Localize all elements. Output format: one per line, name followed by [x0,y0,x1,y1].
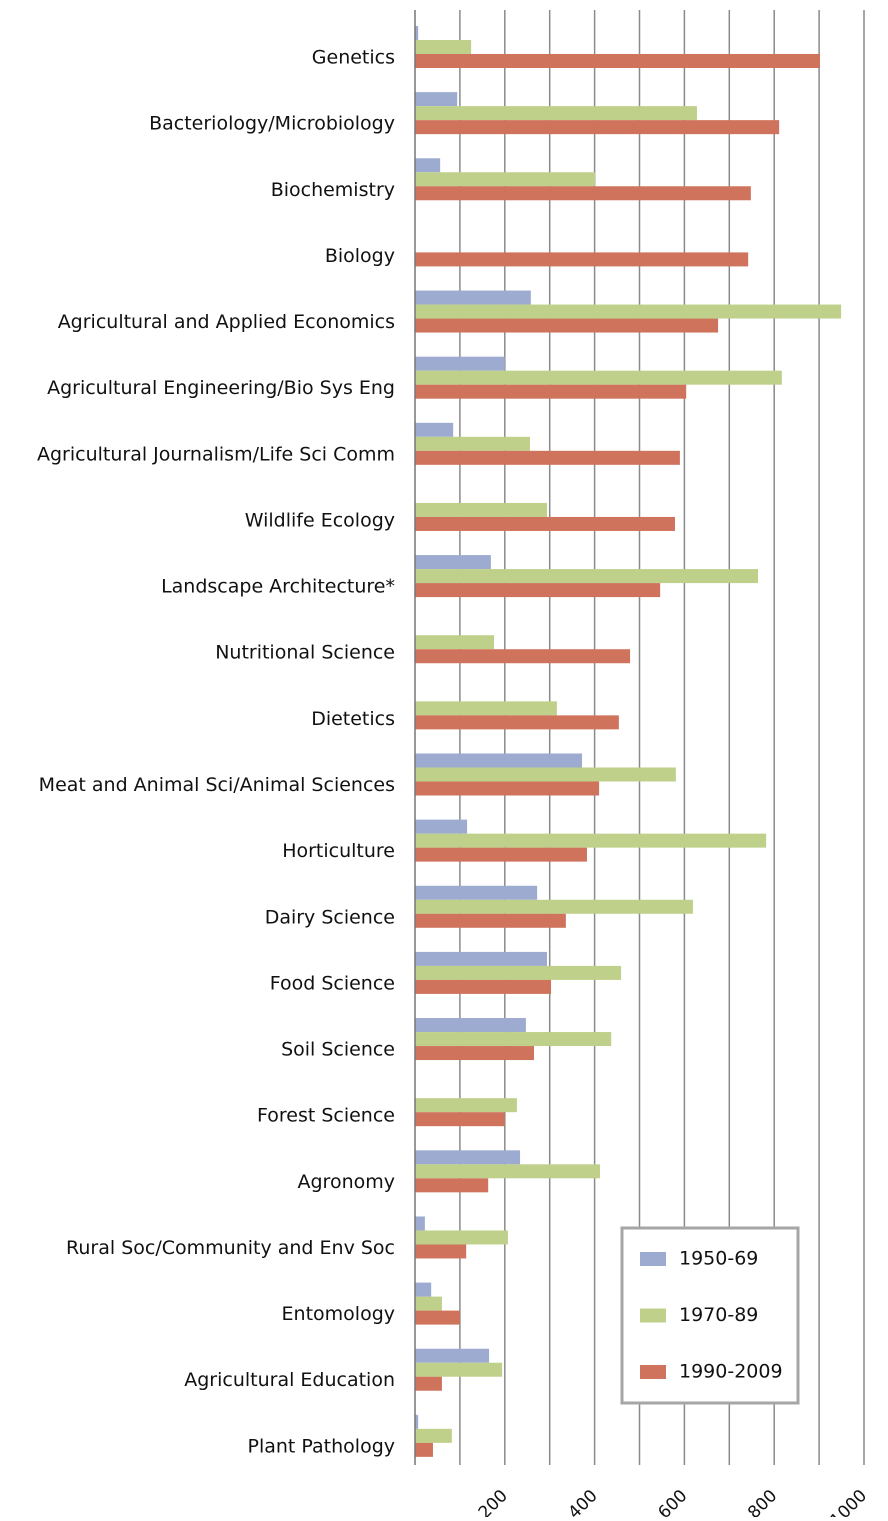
bar [415,1428,452,1443]
bar [415,304,842,319]
legend-swatch [640,1308,666,1323]
bar [415,913,566,928]
x-tick-label: 200 [475,1486,512,1517]
y-tick-label: Agricultural and Applied Economics [58,311,395,333]
bar [415,1376,442,1391]
bar [415,951,548,966]
bar [415,436,530,451]
bar [415,979,552,994]
bar [415,106,697,121]
y-tick-label: Forest Science [257,1105,395,1127]
bar [415,1046,534,1061]
bar [415,1018,526,1033]
y-tick-label: Agricultural Education [184,1369,395,1391]
bar [415,899,693,914]
y-tick-label: Plant Pathology [248,1435,395,1457]
y-tick-label: Landscape Architecture* [161,576,395,598]
bar [415,370,782,385]
bar [415,819,468,834]
bar [415,649,631,664]
y-tick-label: Biology [325,245,395,267]
bar [415,1164,600,1179]
y-tick-label: Entomology [282,1303,395,1325]
y-tick-label: Soil Science [281,1039,395,1061]
bar [415,172,596,187]
bar [415,40,472,54]
y-tick-label: Meat and Animal Sci/Animal Sciences [39,774,395,796]
y-tick-label: Dairy Science [265,906,395,928]
x-tick-label: 800 [744,1486,781,1517]
bar [415,1244,467,1259]
legend-label: 1950-69 [679,1248,758,1270]
bar [415,635,495,650]
x-tick-label: 400 [565,1486,602,1517]
bar [415,1230,508,1245]
bar [415,516,675,531]
bar [415,753,583,768]
bar [415,583,661,598]
x-tick-label: 1000 [826,1486,871,1517]
bar [415,1216,425,1231]
bar [415,569,759,584]
bar [415,781,600,796]
bar [415,290,531,305]
bar [415,356,505,371]
y-tick-label: Agronomy [298,1171,396,1193]
bar [415,1414,419,1429]
bar [415,502,548,517]
bar [415,555,491,570]
bar [415,92,458,107]
y-tick-label: Bacteriology/Microbiology [149,113,395,135]
y-tick-label: Rural Soc/Community and Env Soc [66,1237,395,1259]
y-tick-label: Wildlife Ecology [245,509,395,531]
bar [415,1098,517,1113]
bar [415,158,441,173]
bar [415,120,780,135]
bar [415,1032,612,1047]
bar [415,1348,490,1363]
legend-swatch [640,1252,666,1266]
bar [415,885,538,900]
bar [415,384,687,399]
bar [415,1178,489,1193]
bar [415,1296,442,1311]
bar [415,1310,460,1325]
bar [415,1282,432,1297]
legend-label: 1970-89 [679,1304,758,1326]
legend-label: 1990-2009 [679,1361,783,1383]
bar [415,450,680,465]
bar [415,701,557,716]
x-tick-label: 600 [654,1486,691,1517]
bar [415,847,587,862]
bar [415,833,767,848]
bar [415,186,751,201]
bar [415,1150,521,1165]
y-tick-label: Agricultural Journalism/Life Sci Comm [37,443,395,465]
bar [415,422,454,437]
y-tick-label: Biochemistry [271,179,395,201]
bar [415,715,619,730]
bar [415,318,719,333]
y-tick-label: Horticulture [282,840,395,862]
bar [415,1442,433,1457]
y-tick-label: Dietetics [311,708,395,730]
bar [415,252,749,267]
y-tick-label: Nutritional Science [215,642,395,664]
bar [415,26,419,40]
legend-swatch [640,1365,666,1379]
y-tick-label: Food Science [270,972,395,994]
bar [415,54,820,68]
bar [415,767,676,782]
bar [415,965,622,980]
bar [415,1112,505,1127]
y-tick-label: Agricultural Engineering/Bio Sys Eng [47,377,395,399]
bar [415,1362,503,1377]
y-tick-label: Genetics [312,47,395,69]
